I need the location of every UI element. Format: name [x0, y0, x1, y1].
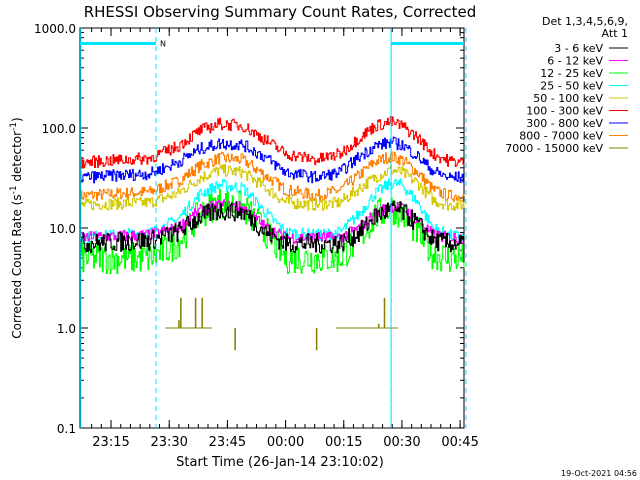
x-tick-label: 23:30	[150, 435, 187, 450]
chart-title: RHESSI Observing Summary Count Rates, Co…	[84, 3, 477, 21]
series-800-7000-line	[80, 151, 465, 203]
legend-label: 7000 - 15000 keV	[505, 142, 603, 155]
legend-label: 3 - 6 keV	[554, 42, 603, 55]
series-50-100-line	[80, 164, 465, 211]
footer-timestamp: 19-Oct-2021 04:56	[561, 469, 637, 478]
x-tick-label: 23:45	[209, 435, 246, 450]
y-tick-label: 10.0	[49, 222, 76, 236]
legend-label: 300 - 800 keV	[526, 117, 603, 130]
plot-frame	[79, 27, 465, 429]
series-100-300-line	[80, 116, 465, 169]
legend-label: 50 - 100 keV	[533, 92, 603, 105]
x-tick-label: 23:15	[92, 435, 129, 450]
legend-label: 100 - 300 keV	[526, 105, 603, 118]
x-axis-label: Start Time (26-Jan-14 23:10:02)	[176, 455, 384, 470]
series-3-6-line	[80, 200, 465, 254]
legend-label: 6 - 12 keV	[547, 55, 603, 68]
x-tick-label: 00:15	[325, 435, 362, 450]
x-tick-labels: 23:15 23:30 23:45 00:00 00:15 00:30 00:45	[92, 435, 479, 450]
x-tick-label: 00:00	[267, 435, 304, 450]
legend-label: 12 - 25 keV	[540, 67, 603, 80]
y-tick-label: 0.1	[57, 422, 76, 436]
x-tick-label: 00:30	[383, 435, 420, 450]
overlay-layer: N	[80, 28, 467, 428]
flag-label: N	[160, 39, 166, 48]
y-axis-label: Corrected Count Rate (s-1 detector-1)	[9, 117, 24, 338]
ylabel-sup2: -1	[9, 122, 19, 131]
series-300-800-line	[80, 136, 465, 184]
legend-header-line-2: Att 1	[602, 27, 628, 40]
ylabel-prefix: Corrected Count Rate (s	[10, 194, 24, 338]
legend-label: 25 - 50 keV	[540, 80, 603, 93]
legend-label: 800 - 7000 keV	[519, 130, 603, 143]
y-tick-label: 1000.0	[34, 22, 76, 36]
axis-ticks	[80, 27, 464, 429]
ylabel-mid: detector	[10, 131, 24, 186]
y-tick-labels: 1000.0 100.0 10.0 1.0 0.1	[34, 22, 76, 436]
ylabel-sup1: -1	[9, 185, 19, 194]
ylabel-suffix: )	[10, 117, 24, 122]
y-tick-label: 100.0	[42, 122, 76, 136]
legend-header-line-1: Det 1,3,4,5,6,9,	[542, 15, 628, 28]
y-tick-label: 1.0	[57, 322, 76, 336]
x-tick-label: 00:45	[441, 435, 478, 450]
series-layer	[80, 116, 465, 351]
